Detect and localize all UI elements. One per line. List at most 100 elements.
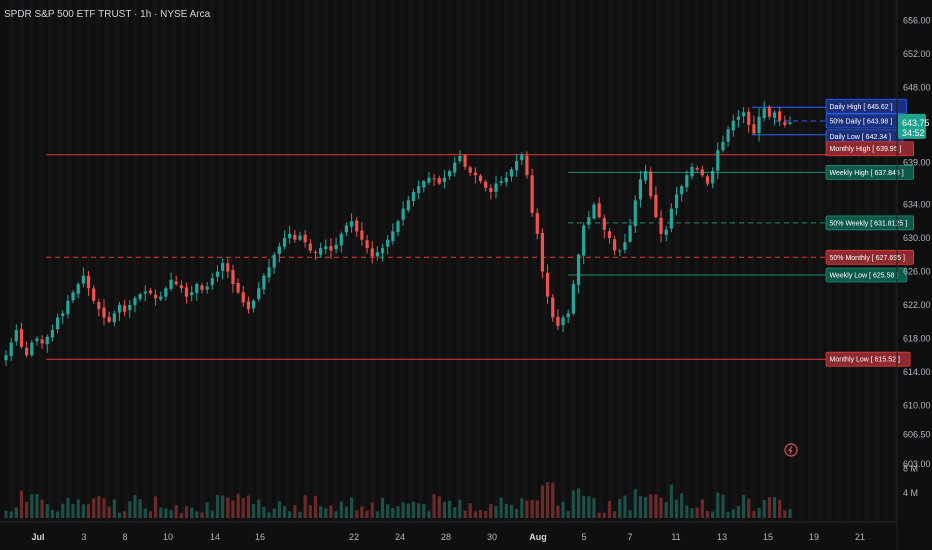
alert-icon[interactable] <box>784 443 798 457</box>
candle-body <box>411 191 416 201</box>
level-label: Weekly High [ 637.845 ] <box>825 164 915 180</box>
candle-body <box>40 339 44 344</box>
session-band <box>314 0 319 522</box>
candle-body <box>45 336 49 345</box>
volume-bar <box>747 498 751 518</box>
candle-body <box>50 330 55 338</box>
volume-bar <box>726 511 730 518</box>
volume-bar <box>241 498 245 518</box>
volume-bar <box>123 511 127 518</box>
candle-body <box>92 288 96 301</box>
volume-bar <box>633 489 637 518</box>
candle-body <box>602 218 606 230</box>
volume-bar <box>370 502 374 518</box>
volume-bar <box>71 504 75 518</box>
level-lines <box>46 106 826 360</box>
session-band <box>665 0 671 522</box>
volume-bar <box>391 508 395 518</box>
level-label-box <box>825 351 911 367</box>
volume-bar <box>489 503 493 518</box>
time-tick: 3 <box>81 532 86 542</box>
candle-body <box>545 272 550 297</box>
candle-body <box>319 248 323 255</box>
price-tick: 618.00 <box>903 333 931 343</box>
level-label-text: Monthly High [ 639.95 ] <box>830 146 902 153</box>
volume-bar <box>19 490 24 518</box>
candle-body <box>288 233 292 239</box>
volume-bar <box>597 512 601 518</box>
session-band <box>200 0 205 522</box>
candle-body <box>174 281 178 285</box>
candle-body <box>205 286 209 290</box>
volume-bar <box>221 495 225 518</box>
session-band <box>114 0 120 522</box>
session-band <box>456 0 462 522</box>
volume-bar <box>4 510 8 518</box>
session-band <box>76 0 82 522</box>
volume-bar <box>783 510 787 518</box>
volume-bar <box>576 488 581 518</box>
level-label: Daily High [ 645.62 ] <box>825 98 907 114</box>
candle-body <box>633 200 637 227</box>
candle-body <box>654 194 658 218</box>
candle-body <box>669 208 673 229</box>
candle-body <box>752 124 756 134</box>
volume-bar <box>298 511 302 518</box>
time-axis: Jul 3 8 10 14 16 22 24 28 30 Aug 5 7 11 13 15 19 21 <box>31 532 865 542</box>
session-band <box>466 0 471 522</box>
volume-bar <box>540 485 545 518</box>
candlesticks <box>4 101 792 366</box>
volume-bar <box>778 499 782 518</box>
volume-bar <box>767 497 771 518</box>
volume-bar <box>602 512 606 518</box>
volume-bar <box>40 499 44 518</box>
volume-bar <box>628 510 632 518</box>
candle-body <box>731 120 735 131</box>
volume-bar <box>396 506 400 518</box>
volume-bar <box>190 507 194 518</box>
session-band <box>29 0 34 522</box>
candle-body <box>685 175 689 188</box>
session-band <box>675 0 680 522</box>
volume-bar <box>659 497 663 518</box>
level-label-text: Daily High [ 645.62 ] <box>830 104 893 111</box>
candle-body <box>272 254 276 268</box>
volume-bar <box>112 499 116 518</box>
time-tick: 10 <box>163 532 173 542</box>
time-tick: 7 <box>627 532 632 542</box>
candle-body <box>391 231 395 242</box>
candle-body <box>649 171 653 197</box>
volume-bar <box>772 497 777 518</box>
session-band <box>323 0 329 522</box>
volume-bar <box>50 509 55 518</box>
volume-bar <box>499 497 503 518</box>
session-band <box>285 0 291 522</box>
session-band <box>741 0 747 522</box>
volume-bar <box>473 511 477 518</box>
candle-body <box>339 233 343 246</box>
volume-bar <box>587 496 591 518</box>
session-band <box>760 0 766 522</box>
volume-bar <box>757 507 761 518</box>
session-band <box>589 0 595 522</box>
candle-body <box>267 267 271 278</box>
candle-body <box>71 292 75 301</box>
time-tick: 30 <box>487 532 497 542</box>
volume-bar <box>551 482 555 518</box>
session-band <box>447 0 452 522</box>
session-band <box>352 0 357 522</box>
candle-body <box>365 240 369 249</box>
candle-body <box>221 263 225 271</box>
volume-tick: 8 M <box>903 463 918 473</box>
session-band <box>627 0 633 522</box>
volume-bar <box>468 503 472 518</box>
level-label: Weekly Low [ 625.58 ] <box>825 267 907 283</box>
volume-bar <box>638 496 643 518</box>
candle-body <box>453 162 457 173</box>
candle-body <box>494 183 498 192</box>
volume-bar <box>509 504 514 518</box>
time-tick: 28 <box>441 532 451 542</box>
volume-bar <box>664 501 668 518</box>
candle-body <box>561 317 565 325</box>
